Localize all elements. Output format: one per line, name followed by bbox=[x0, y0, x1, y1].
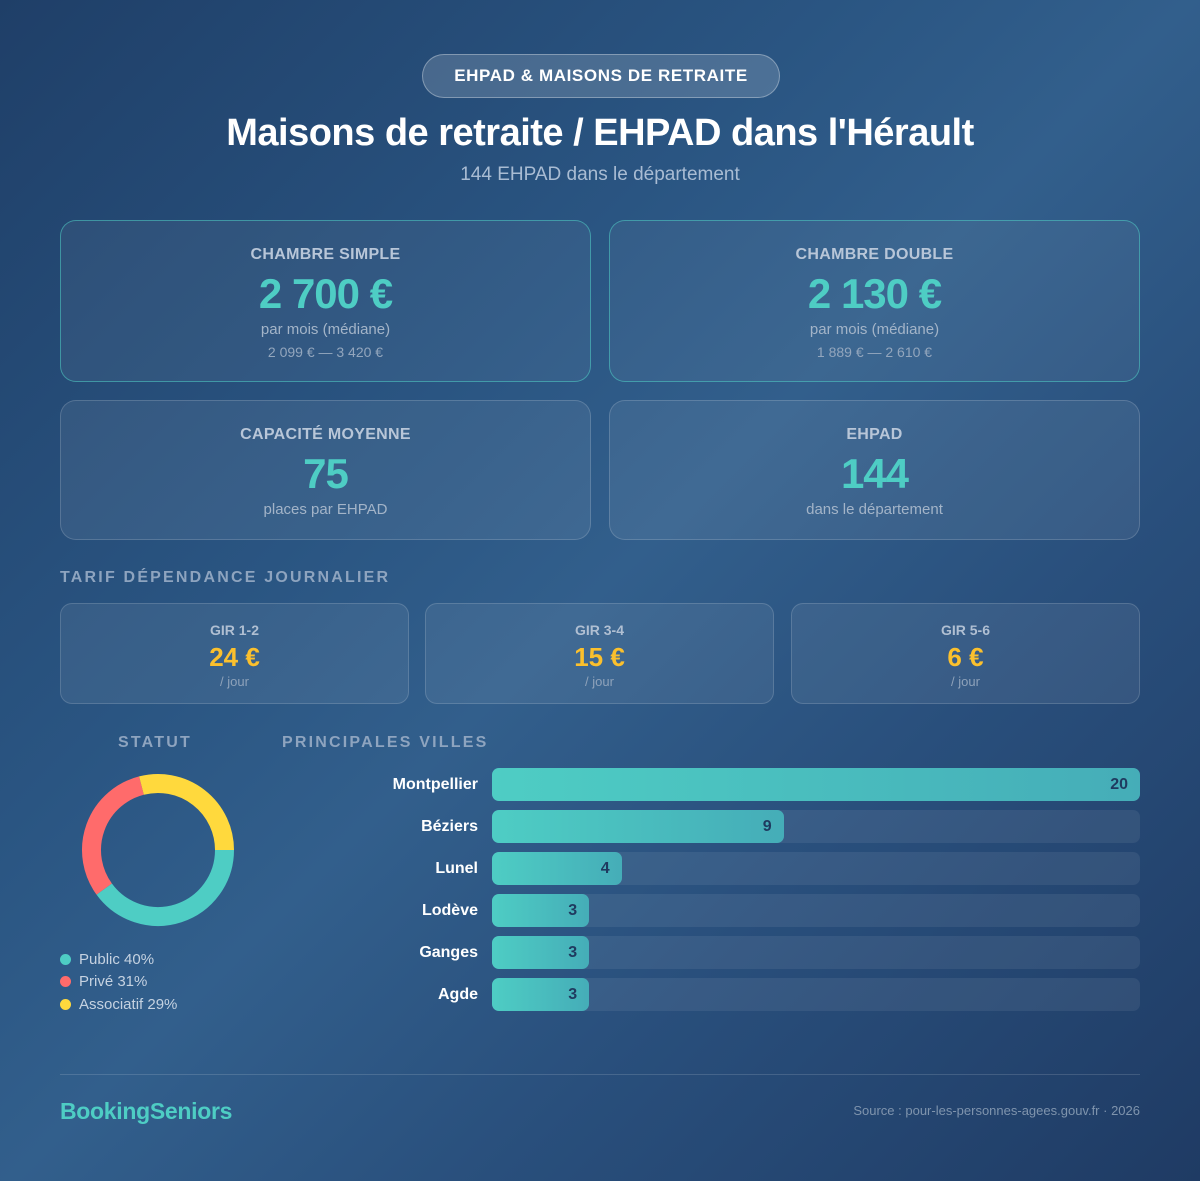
bar-row: Lodève 3 bbox=[282, 894, 1140, 927]
stat-value: 144 bbox=[840, 450, 909, 497]
infographic: EHPAD & MAISONS DE RETRAITE Maisons de r… bbox=[60, 0, 1140, 1181]
gir-card-1-2: GIR 1-2 24 € / jour bbox=[60, 603, 409, 704]
bar-track: 9 bbox=[492, 810, 1140, 843]
gir-label: GIR 3-4 bbox=[574, 622, 624, 638]
bar-fill: 3 bbox=[492, 894, 590, 927]
stat-sub: places par EHPAD bbox=[263, 501, 388, 518]
bar-row: Agde 3 bbox=[282, 978, 1140, 1011]
bar-label: Lodève bbox=[421, 902, 478, 919]
bar-value: 3 bbox=[568, 986, 578, 1003]
stat-card-ehpad-count: EHPAD 144 dans le département bbox=[609, 400, 1140, 540]
bar-row: Béziers 9 bbox=[282, 810, 1140, 843]
stat-value: 75 bbox=[303, 450, 349, 497]
legend-dot-icon bbox=[60, 976, 71, 988]
footer-divider bbox=[60, 1074, 1140, 1075]
stat-sub: par mois (médiane) bbox=[809, 321, 940, 338]
brand-logo: BookingSeniors bbox=[60, 1098, 233, 1124]
bar-label: Ganges bbox=[419, 944, 478, 961]
gir-card-3-4: GIR 3-4 15 € / jour bbox=[425, 603, 774, 704]
statut-legend: Public 40% Privé 31% Associatif 29% bbox=[60, 948, 177, 1016]
bar-value: 9 bbox=[762, 818, 772, 835]
gir-label: GIR 5-6 bbox=[940, 622, 990, 638]
stat-value: 2 700 € bbox=[258, 270, 393, 317]
legend-label: Associatif 29% bbox=[79, 995, 178, 1013]
stat-label: EHPAD bbox=[846, 426, 903, 443]
bar-label: Béziers bbox=[421, 818, 478, 835]
legend-item-public: Public 40% bbox=[60, 948, 177, 971]
page-title: Maisons de retraite / EHPAD dans l'Hérau… bbox=[226, 112, 974, 154]
donut-segment-associatif bbox=[139, 774, 234, 851]
stat-sub: par mois (médiane) bbox=[260, 321, 391, 338]
bar-track: 20 bbox=[492, 768, 1140, 801]
stat-card-chambre-double: CHAMBRE DOUBLE 2 130 € par mois (médiane… bbox=[609, 220, 1140, 382]
bar-fill: 4 bbox=[492, 852, 622, 885]
page-subtitle: 144 EHPAD dans le département bbox=[460, 164, 740, 185]
statut-section-title: STATUT bbox=[118, 734, 192, 751]
legend-label: Privé 31% bbox=[79, 973, 148, 991]
gir-label: GIR 1-2 bbox=[209, 622, 259, 638]
bar-row: Ganges 3 bbox=[282, 936, 1140, 969]
stat-sub: dans le département bbox=[806, 501, 943, 518]
gir-unit: / jour bbox=[951, 674, 980, 689]
bar-fill: 3 bbox=[492, 978, 590, 1011]
gir-card-5-6: GIR 5-6 6 € / jour bbox=[791, 603, 1140, 704]
bar-value: 4 bbox=[600, 860, 610, 877]
bar-label: Agde bbox=[438, 986, 478, 1003]
bar-track: 3 bbox=[492, 978, 1140, 1011]
bar-label: Montpellier bbox=[392, 776, 478, 793]
bar-track: 3 bbox=[492, 936, 1140, 969]
stat-label: CHAMBRE SIMPLE bbox=[250, 246, 401, 263]
gir-value: 15 € bbox=[574, 642, 625, 672]
gir-value: 6 € bbox=[947, 642, 984, 672]
bar-row: Lunel 4 bbox=[282, 852, 1140, 885]
bar-fill: 3 bbox=[492, 936, 590, 969]
stat-card-chambre-simple: CHAMBRE SIMPLE 2 700 € par mois (médiane… bbox=[60, 220, 591, 382]
gir-section-title: TARIF DÉPENDANCE JOURNALIER bbox=[60, 569, 391, 586]
villes-section-title: PRINCIPALES VILLES bbox=[282, 734, 489, 751]
source-text: Source : pour-les-personnes-agees.gouv.f… bbox=[853, 1103, 1140, 1118]
stat-value: 2 130 € bbox=[807, 270, 942, 317]
legend-dot-icon bbox=[60, 953, 71, 965]
gir-value: 24 € bbox=[209, 642, 260, 672]
bar-fill: 9 bbox=[492, 810, 784, 843]
bar-value: 3 bbox=[568, 902, 578, 919]
gir-unit: / jour bbox=[220, 674, 249, 689]
bar-track: 3 bbox=[492, 894, 1140, 927]
bar-value: 3 bbox=[568, 944, 578, 961]
legend-dot-icon bbox=[60, 998, 71, 1010]
legend-item-associatif: Associatif 29% bbox=[60, 993, 177, 1016]
legend-item-prive: Privé 31% bbox=[60, 971, 177, 994]
bar-fill: 20 bbox=[492, 768, 1140, 801]
stat-range: 1 889 € — 2 610 € bbox=[816, 344, 933, 360]
donut-segment-privé bbox=[82, 776, 145, 895]
donut-segment-public bbox=[96, 849, 234, 926]
statut-donut-chart bbox=[80, 772, 236, 928]
bar-track: 4 bbox=[492, 852, 1140, 885]
stat-label: CHAMBRE DOUBLE bbox=[795, 246, 954, 263]
stat-card-capacite: CAPACITÉ MOYENNE 75 places par EHPAD bbox=[60, 400, 591, 540]
category-badge: EHPAD & MAISONS DE RETRAITE bbox=[422, 54, 780, 98]
legend-label: Public 40% bbox=[79, 950, 155, 968]
bar-label: Lunel bbox=[435, 860, 478, 877]
stat-range: 2 099 € — 3 420 € bbox=[267, 344, 384, 360]
gir-unit: / jour bbox=[585, 674, 614, 689]
bar-row: Montpellier 20 bbox=[282, 768, 1140, 801]
stat-label: CAPACITÉ MOYENNE bbox=[240, 426, 411, 443]
bar-value: 20 bbox=[1110, 776, 1128, 793]
